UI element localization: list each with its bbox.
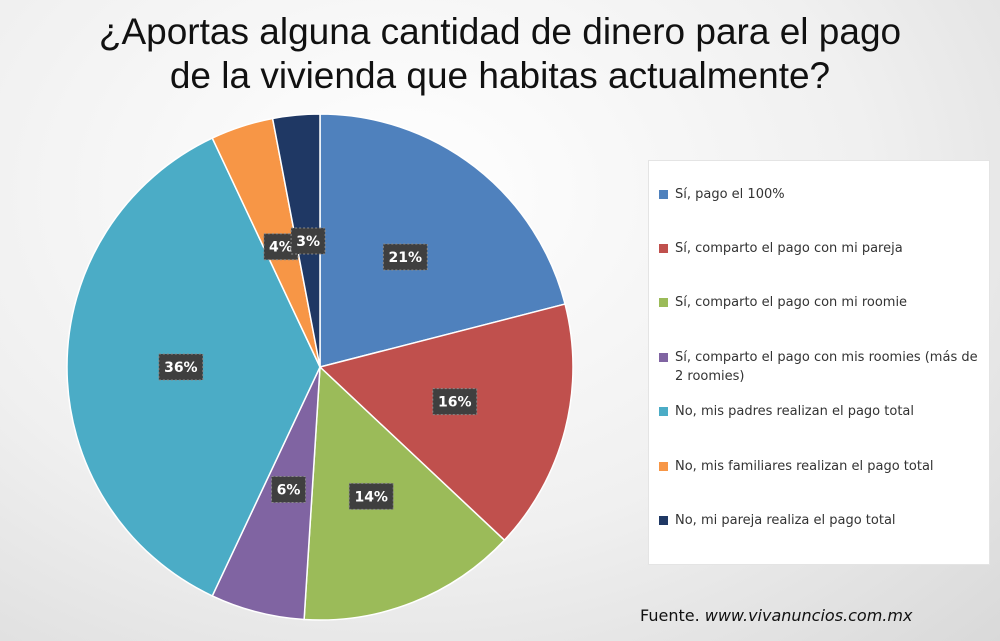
data-label-5: 36% [158, 353, 204, 381]
legend-item-1: Sí, pago el 100% [659, 185, 984, 204]
chart-title-line-2: de la vivienda que habitas actualmente? [169, 55, 831, 96]
legend-item-2: Sí, comparto el pago con mi pareja [659, 239, 984, 258]
data-label-4: 6% [271, 476, 307, 504]
legend-item-5: No, mis padres realizan el pago total [659, 402, 984, 421]
source-label: Fuente. [640, 606, 700, 625]
data-label-box-1 [382, 243, 428, 271]
data-label-text-3: 14% [354, 489, 388, 505]
legend-swatch-3 [659, 298, 668, 307]
legend-item-7: No, mi pareja realiza el pago total [659, 511, 984, 530]
data-label-box-5 [158, 353, 204, 381]
data-label-text-1: 21% [389, 250, 423, 266]
legend-swatch-1 [659, 190, 668, 199]
legend-label-3: Sí, comparto el pago con mi roomie [675, 295, 908, 310]
data-label-text-2: 16% [438, 395, 472, 411]
legend-label-5: No, mis padres realizan el pago total [675, 404, 914, 419]
source-url: www.vivanuncios.com.mx [704, 606, 913, 625]
legend-swatch-6 [659, 462, 668, 471]
legend-swatch-4 [659, 353, 668, 362]
legend-label-2: Sí, comparto el pago con mi pareja [675, 241, 903, 256]
legend-label-6: No, mis familiares realizan el pago tota… [675, 459, 934, 474]
pie-data-labels: 21% 16% 14% 6% 36% 4% 3% [158, 227, 478, 510]
pie-chart: 21% 16% 14% 6% 36% 4% 3% [66, 113, 574, 621]
legend-item-6: No, mis familiares realizan el pago tota… [659, 457, 984, 476]
legend-item-4: Sí, comparto el pago con mis roomies (má… [659, 348, 984, 386]
legend-swatch-2 [659, 244, 668, 253]
chart-title: ¿Aportas alguna cantidad de dinero para … [60, 10, 940, 98]
legend-label-1: Sí, pago el 100% [675, 187, 785, 202]
data-label-text-6: 4% [269, 240, 293, 256]
pie-slice-1 [319, 113, 566, 368]
data-label-3: 14% [348, 482, 394, 510]
legend-item-3: Sí, comparto el pago con mi roomie [659, 293, 984, 312]
chart-title-line-1: ¿Aportas alguna cantidad de dinero para … [98, 11, 902, 52]
legend-swatch-5 [659, 407, 668, 416]
pie-slices [66, 113, 574, 621]
data-label-2: 16% [432, 388, 478, 416]
data-label-text-5: 36% [164, 360, 198, 376]
chart-legend: Sí, pago el 100% Sí, comparto el pago con… [648, 160, 990, 565]
data-label-text-7: 3% [296, 234, 320, 250]
pie-slice-2 [318, 303, 574, 542]
legend-label-7: No, mi pareja realiza el pago total [675, 513, 896, 528]
legend-swatch-7 [659, 516, 668, 525]
data-label-box-2 [432, 388, 478, 416]
legend-label-4: Sí, comparto el pago con mis roomies (má… [675, 350, 978, 384]
data-label-text-4: 6% [277, 483, 301, 499]
pie-slice-3 [303, 365, 506, 621]
data-label-box-4 [271, 476, 307, 504]
data-label-box-3 [348, 482, 394, 510]
source-note: Fuente. www.vivanuncios.com.mx [640, 606, 912, 625]
data-label-1: 21% [382, 243, 428, 271]
data-label-box-7 [290, 227, 326, 255]
data-label-7: 3% [290, 227, 326, 255]
